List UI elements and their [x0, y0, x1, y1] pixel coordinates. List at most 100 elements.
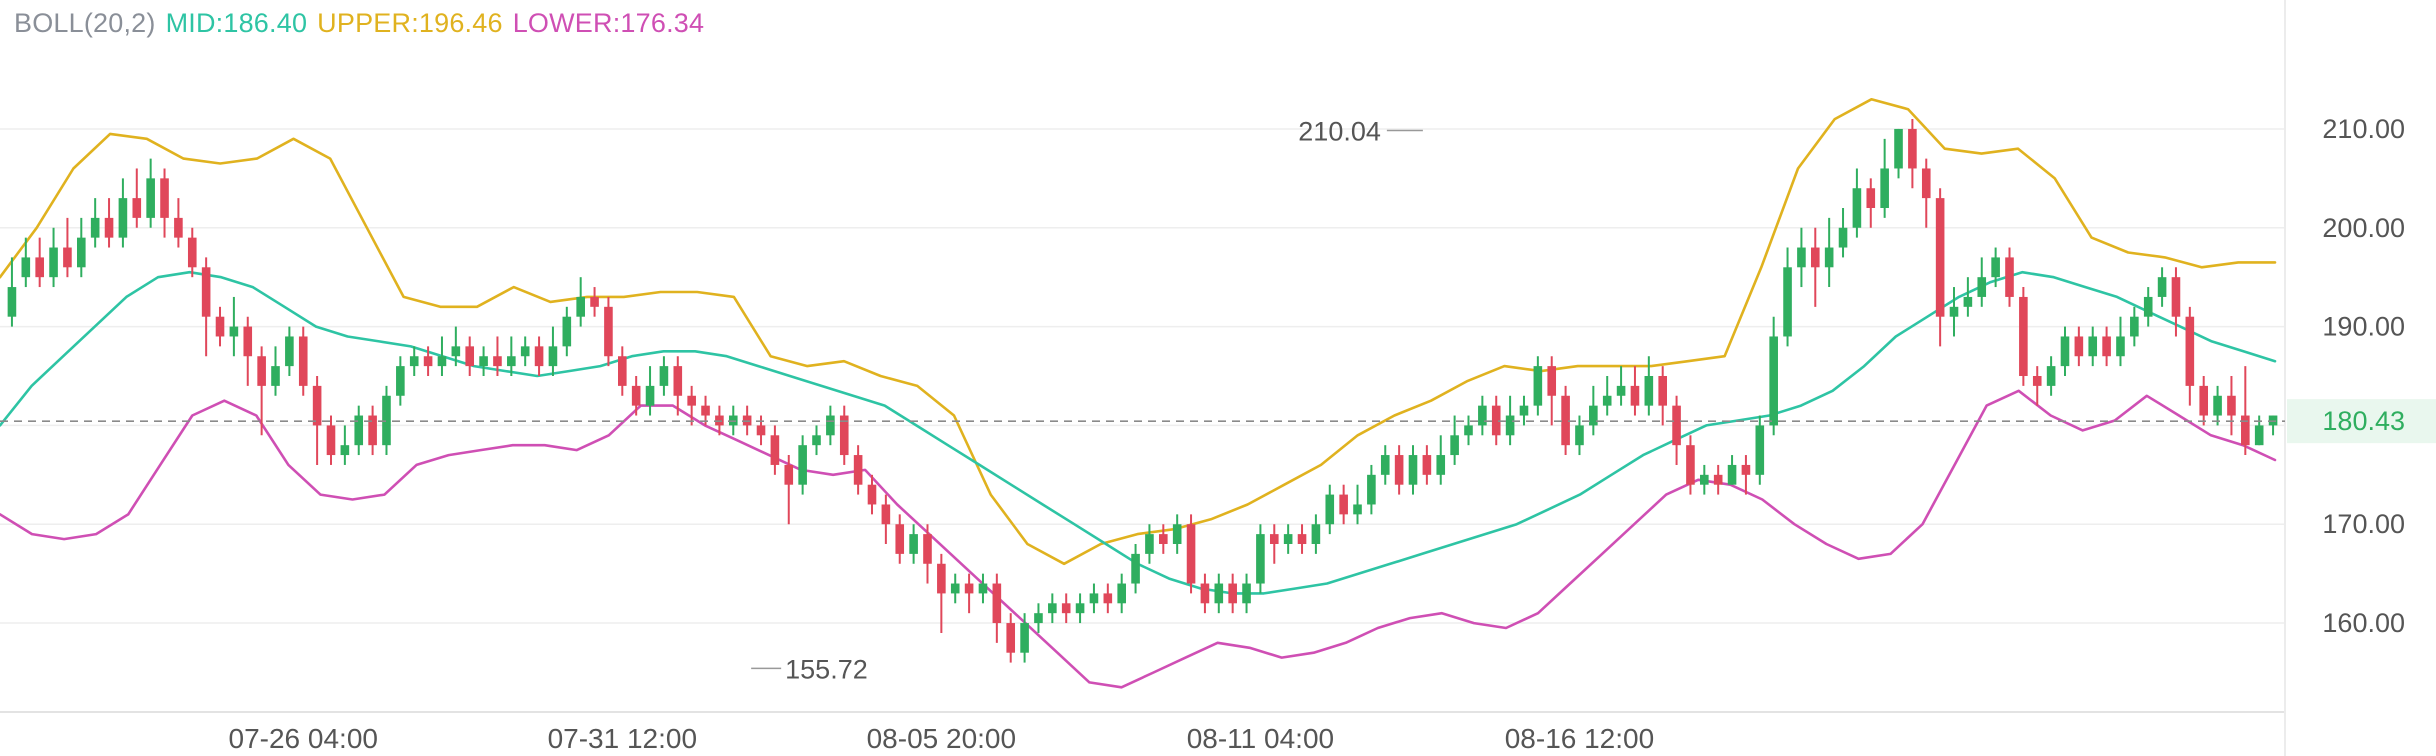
candle-up — [659, 356, 669, 396]
candle-down — [160, 168, 169, 238]
candle-body — [1880, 168, 1889, 208]
candle-body — [2019, 296, 2028, 376]
candle-body — [520, 346, 530, 357]
candle-body — [2241, 415, 2250, 446]
candle-body — [1089, 593, 1099, 604]
candle-body — [839, 415, 849, 456]
candle-down — [368, 405, 377, 456]
candle-down — [1186, 514, 1196, 594]
candle-body — [187, 237, 197, 268]
candle-down — [756, 415, 766, 446]
candle-down — [867, 474, 877, 515]
time-tick-label: 07-26 04:00 — [229, 723, 378, 754]
candle-body — [992, 583, 1002, 624]
candle-up — [1589, 385, 1598, 436]
candle-body — [1325, 494, 1335, 525]
candle-body — [1131, 553, 1140, 584]
candle-body — [2143, 296, 2153, 317]
candle-down — [1935, 188, 1945, 347]
candle-body — [756, 425, 766, 436]
candle-body — [229, 326, 239, 337]
candle-body — [770, 435, 780, 465]
candle-down — [493, 336, 502, 376]
candle-down — [1159, 524, 1168, 554]
candle-body — [21, 257, 31, 278]
candle-body — [2157, 277, 2167, 297]
candle-down — [673, 356, 683, 416]
candle-body — [7, 287, 17, 317]
candle-up — [1075, 593, 1085, 624]
last-price-tag — [2287, 399, 2436, 444]
candle-body — [451, 346, 461, 357]
candle-body — [1935, 198, 1945, 317]
candle-body — [1186, 524, 1196, 584]
candle-up — [1172, 514, 1182, 554]
candle-body — [1866, 188, 1876, 208]
candle-up — [118, 178, 128, 248]
candle-body — [1561, 395, 1570, 446]
candle-body — [548, 346, 558, 367]
upper-band-line — [0, 98, 2277, 566]
candle-body — [631, 385, 641, 406]
candle-down — [937, 553, 946, 633]
candle-up — [1533, 356, 1543, 416]
candle-body — [437, 356, 447, 367]
candle-up — [1242, 573, 1251, 614]
candle-down — [1103, 583, 1113, 614]
candle-body — [2130, 316, 2139, 337]
candle-body — [784, 464, 794, 485]
candle-body — [409, 356, 419, 367]
candle-up — [1089, 583, 1099, 614]
candle-down — [243, 316, 253, 386]
candle-down — [1547, 356, 1557, 426]
candle-body — [1852, 188, 1862, 228]
candle-body — [2046, 366, 2056, 386]
candle-up — [49, 227, 58, 288]
candle-body — [1283, 534, 1293, 544]
price-tick-label: 160.00 — [2322, 608, 2405, 638]
candle-body — [298, 336, 308, 386]
boll-indicator-name: BOLL(20,2) — [14, 8, 156, 38]
candle-body — [1020, 623, 1029, 653]
candle-body — [812, 435, 821, 446]
candle-body — [1353, 504, 1362, 515]
candle-down — [2032, 366, 2042, 406]
candle-body — [1644, 376, 1654, 406]
candle-up — [451, 326, 461, 367]
candle-up — [1048, 593, 1057, 624]
candle-up — [1755, 415, 1765, 485]
candle-body — [590, 296, 599, 307]
candle-body — [2102, 336, 2111, 357]
grid-lines — [0, 128, 2285, 624]
candle-down — [1713, 464, 1723, 495]
candle-up — [2088, 326, 2098, 367]
candle-body — [243, 326, 253, 357]
candle-body — [326, 425, 336, 456]
candle-up — [2213, 385, 2222, 426]
candle-up — [1436, 435, 1446, 485]
candle-body — [562, 316, 572, 347]
candle-down — [1394, 445, 1404, 495]
candle-body — [2254, 425, 2264, 446]
candle-body — [1797, 247, 1806, 268]
candle-body — [1908, 128, 1917, 169]
candle-body — [867, 484, 877, 505]
candle-down — [2019, 287, 2028, 386]
candle-body — [1769, 336, 1778, 426]
time-tick-label: 08-16 12:00 — [1505, 723, 1654, 754]
candle-body — [1533, 366, 1543, 406]
candle-up — [826, 405, 835, 446]
candle-body — [215, 316, 225, 337]
candle-up — [1283, 524, 1293, 554]
price-tick-label: 200.00 — [2322, 213, 2405, 243]
candle-up — [2116, 316, 2125, 367]
candle-down — [992, 573, 1002, 643]
boll-mid-value: 186.40 — [223, 8, 308, 38]
candle-body — [909, 534, 918, 554]
candle-up — [2268, 415, 2278, 436]
candle-body — [1602, 395, 1612, 406]
candle-up — [520, 336, 530, 367]
candle-body — [2185, 316, 2195, 386]
